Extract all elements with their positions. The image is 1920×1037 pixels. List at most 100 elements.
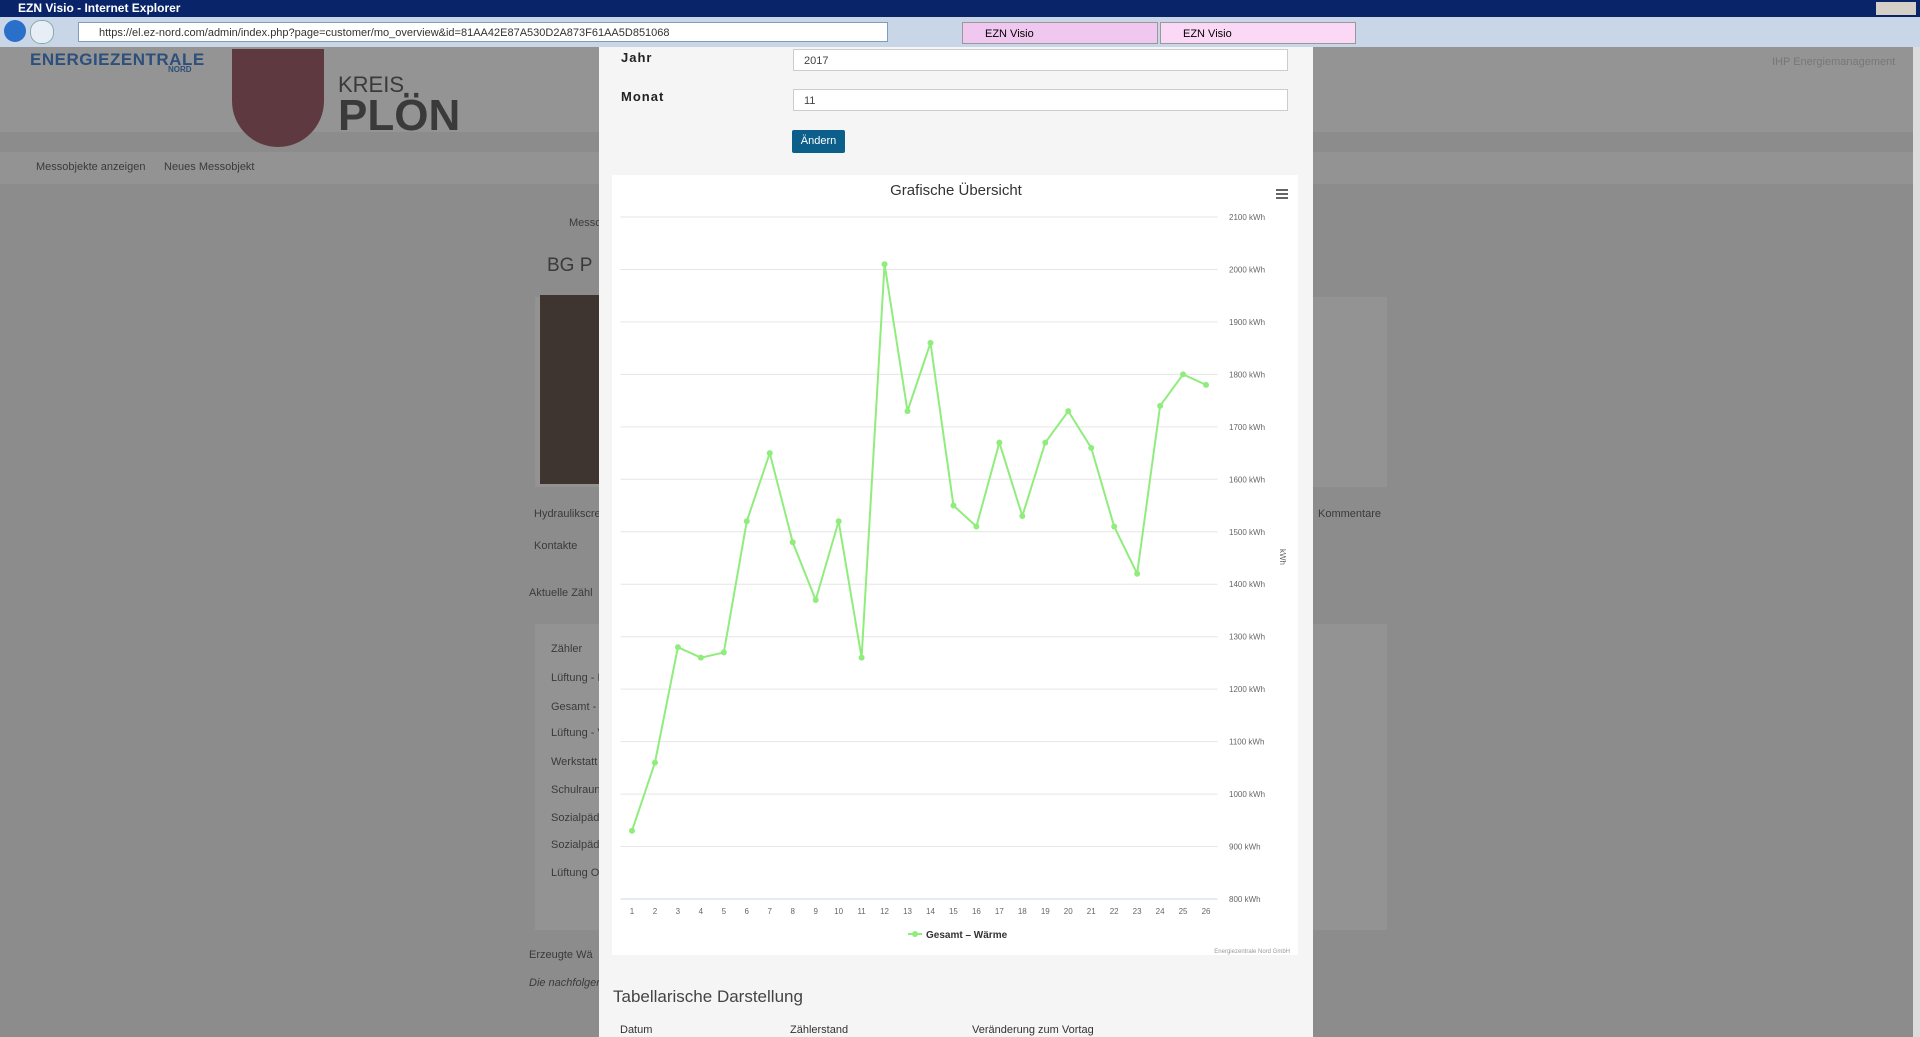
window-title-bar: EZN Visio - Internet Explorer [0,0,1920,17]
year-label: Jahr [621,50,653,65]
background-text: Schulraun [551,784,601,796]
background-text: Kontakte [534,540,578,552]
table-title: Tabellarische Darstellung [613,987,803,1006]
point [628,827,635,834]
chart-menu[interactable] [1276,189,1288,199]
background-text: Die nachfolgen [529,977,603,989]
y-tick-label: 1100 kWh [1229,738,1264,747]
scrollbar[interactable] [1913,47,1920,1037]
background-text: Erzeugte Wä [529,949,593,961]
year-value: 2017 [804,55,829,67]
x-tick-label: 23 [1133,907,1142,916]
point [812,596,819,603]
x-tick-label: 17 [995,907,1004,916]
x-tick-label: 25 [1179,907,1188,916]
point [973,523,980,530]
background-text: Aktuelle Zähl [529,587,593,599]
point [1203,381,1210,388]
point [858,654,865,661]
x-tick-label: 1 [630,907,635,916]
x-tick-label: 10 [834,907,843,916]
point [720,649,727,656]
background-text: Lüftung - V [551,727,605,739]
tab[interactable]: EZN Visio [962,22,1158,44]
table-header: Datum [620,1024,653,1036]
month-value: 11 [804,95,816,107]
point [743,518,750,525]
background-text: Kommentare [1318,508,1381,520]
background-text: Hydraulikscre [534,508,601,520]
y-tick-label: 1200 kWh [1229,685,1265,694]
url-field[interactable]: https://el.ez-nord.com/admin/index.php?p… [78,22,888,42]
window-controls[interactable] [1876,2,1916,15]
forward-button[interactable] [30,20,54,44]
point [766,450,773,457]
x-tick-label: 13 [903,907,912,916]
y-tick-label: 1800 kWh [1229,370,1265,379]
logo-sub: NORD [168,65,192,74]
point [996,439,1003,446]
y-tick-label: 1600 kWh [1229,475,1265,484]
year-select[interactable]: 2017 [793,49,1288,71]
month-label: Monat [621,89,665,104]
x-tick-label: 26 [1202,907,1211,916]
ploen: PLÖN [338,91,461,140]
tab[interactable]: EZN Visio [1160,22,1356,44]
background-text: Sozialpäd [551,839,600,851]
background-text: Gesamt - [551,701,597,713]
change-button[interactable]: Ändern [792,130,845,153]
x-tick-label: 12 [880,907,889,916]
point [881,261,888,268]
x-tick-label: 6 [745,907,750,916]
x-tick-label: 14 [926,907,935,916]
line [631,264,1207,832]
y-tick-label: 900 kWh [1229,843,1261,852]
back-button[interactable] [4,20,26,42]
x-tick-label: 8 [790,907,795,916]
nav-link[interactable]: Neues Messobjekt [164,161,255,173]
table-header: Zählerstand [790,1024,849,1036]
x-tick-label: 22 [1110,907,1119,916]
background-text: Lüftung - E [551,672,605,684]
x-tick-label: 15 [949,907,958,916]
y-tick-label: 2100 kWh [1229,213,1265,222]
modal: Jahr 2017 Monat 11 Ändern Tabellarische … [599,47,1313,1037]
point [1180,371,1187,378]
point [927,339,934,346]
point [904,408,911,415]
kreis: KREIS [338,72,405,97]
y-tick-label: 1000 kWh [1229,790,1265,799]
background-text: Sozialpäd [551,812,600,824]
x-tick-label: 11 [857,907,866,916]
point [1088,444,1095,451]
background-text: BG P [547,255,593,276]
x-tick-label: 16 [972,907,981,916]
month-select[interactable]: 11 [793,89,1288,111]
point [950,502,957,509]
point [1042,439,1049,446]
x-tick-label: 19 [1041,907,1050,916]
user-name[interactable]: IHP Energiemanagement [1772,56,1896,68]
x-tick-label: 20 [1064,907,1073,916]
photo [540,295,599,484]
nav-link[interactable]: Messobjekte anzeigen [36,161,146,173]
point [1065,408,1072,415]
x-tick-label: 18 [1018,907,1027,916]
point [835,518,842,525]
point [697,654,704,661]
y-tick-label: 1500 kWh [1229,528,1265,537]
point [1134,570,1141,577]
coat-of-arms [232,49,324,147]
x-tick-label: 5 [722,907,727,916]
point [651,759,658,766]
x-tick-label: 3 [676,907,681,916]
background-text: Zähler [551,643,583,655]
chart-panel [612,175,1298,955]
y-tick-label: 1900 kWh [1229,318,1265,327]
y-axis-title: kWh [1278,549,1287,565]
x-tick-label: 9 [813,907,818,916]
x-tick-label: 4 [699,907,704,916]
point [1157,402,1164,409]
